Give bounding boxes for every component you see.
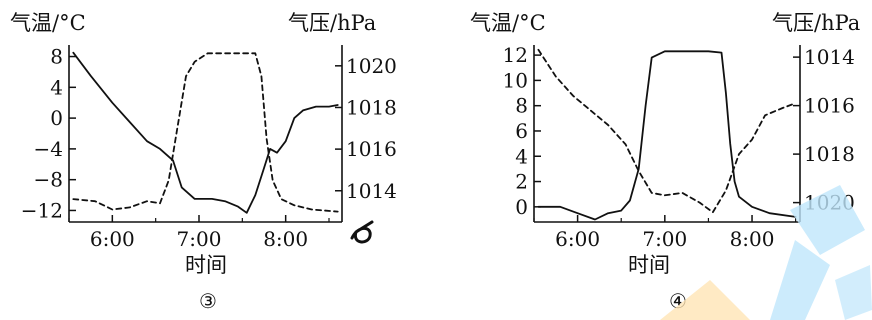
y-tick-label: −4 — [34, 137, 63, 161]
y-tick-label: 4 — [515, 144, 528, 168]
y-tick-label: 0 — [50, 106, 63, 130]
y-tick-label: −8 — [34, 168, 63, 192]
y-tick-label: 8 — [515, 94, 528, 118]
y-tick-label: 12 — [503, 43, 528, 67]
x-tick-label: 6:00 — [555, 227, 600, 251]
y2-tick-label: 1018 — [346, 95, 397, 119]
y2-tick-label: 1016 — [804, 94, 855, 118]
x-tick-label: 8:00 — [263, 227, 308, 251]
panel-3: 气温/°C 气压/hPa 时间 ③ 8 4 0 −4 −8 −12 1020 1018 1016 1014… — [10, 11, 397, 313]
y2-tick-label: 1018 — [804, 142, 855, 166]
handwritten-mark — [350, 220, 374, 244]
x-axis-title: 时间 — [628, 253, 670, 277]
panel-label: ④ — [669, 289, 687, 313]
y-tick-label: 4 — [50, 75, 63, 99]
pressure-line — [537, 48, 797, 214]
temperature-line — [537, 50, 797, 221]
x-tick-label: 6:00 — [90, 227, 135, 251]
y2-tick-label: 1014 — [804, 45, 855, 69]
y2-tick-label: 1014 — [346, 179, 397, 203]
y-tick-label: 0 — [515, 195, 528, 219]
x-tick-label: 7:00 — [177, 227, 222, 251]
y-tick-label: 6 — [515, 119, 528, 143]
x-tick-label: 8:00 — [730, 227, 775, 251]
y2-tick-label: 1016 — [346, 137, 397, 161]
left-axis-title: 气温/°C — [10, 11, 86, 35]
right-axis-title: 气压/hPa — [772, 11, 860, 35]
temperature-line — [72, 51, 339, 214]
panel-label: ③ — [199, 289, 217, 313]
pressure-line — [72, 52, 339, 213]
y-tick-label: 2 — [515, 170, 528, 194]
x-axis-title: 时间 — [185, 253, 227, 277]
y-tick-label: 8 — [50, 45, 63, 69]
left-axis-title: 气温/°C — [470, 11, 546, 35]
right-axis-title: 气压/hPa — [288, 11, 376, 35]
x-tick-label: 7:00 — [642, 227, 687, 251]
y2-tick-label: 1020 — [804, 191, 855, 215]
y2-tick-label: 1020 — [346, 54, 397, 78]
y-tick-label: 10 — [503, 68, 528, 92]
y-tick-label: −12 — [21, 198, 63, 222]
